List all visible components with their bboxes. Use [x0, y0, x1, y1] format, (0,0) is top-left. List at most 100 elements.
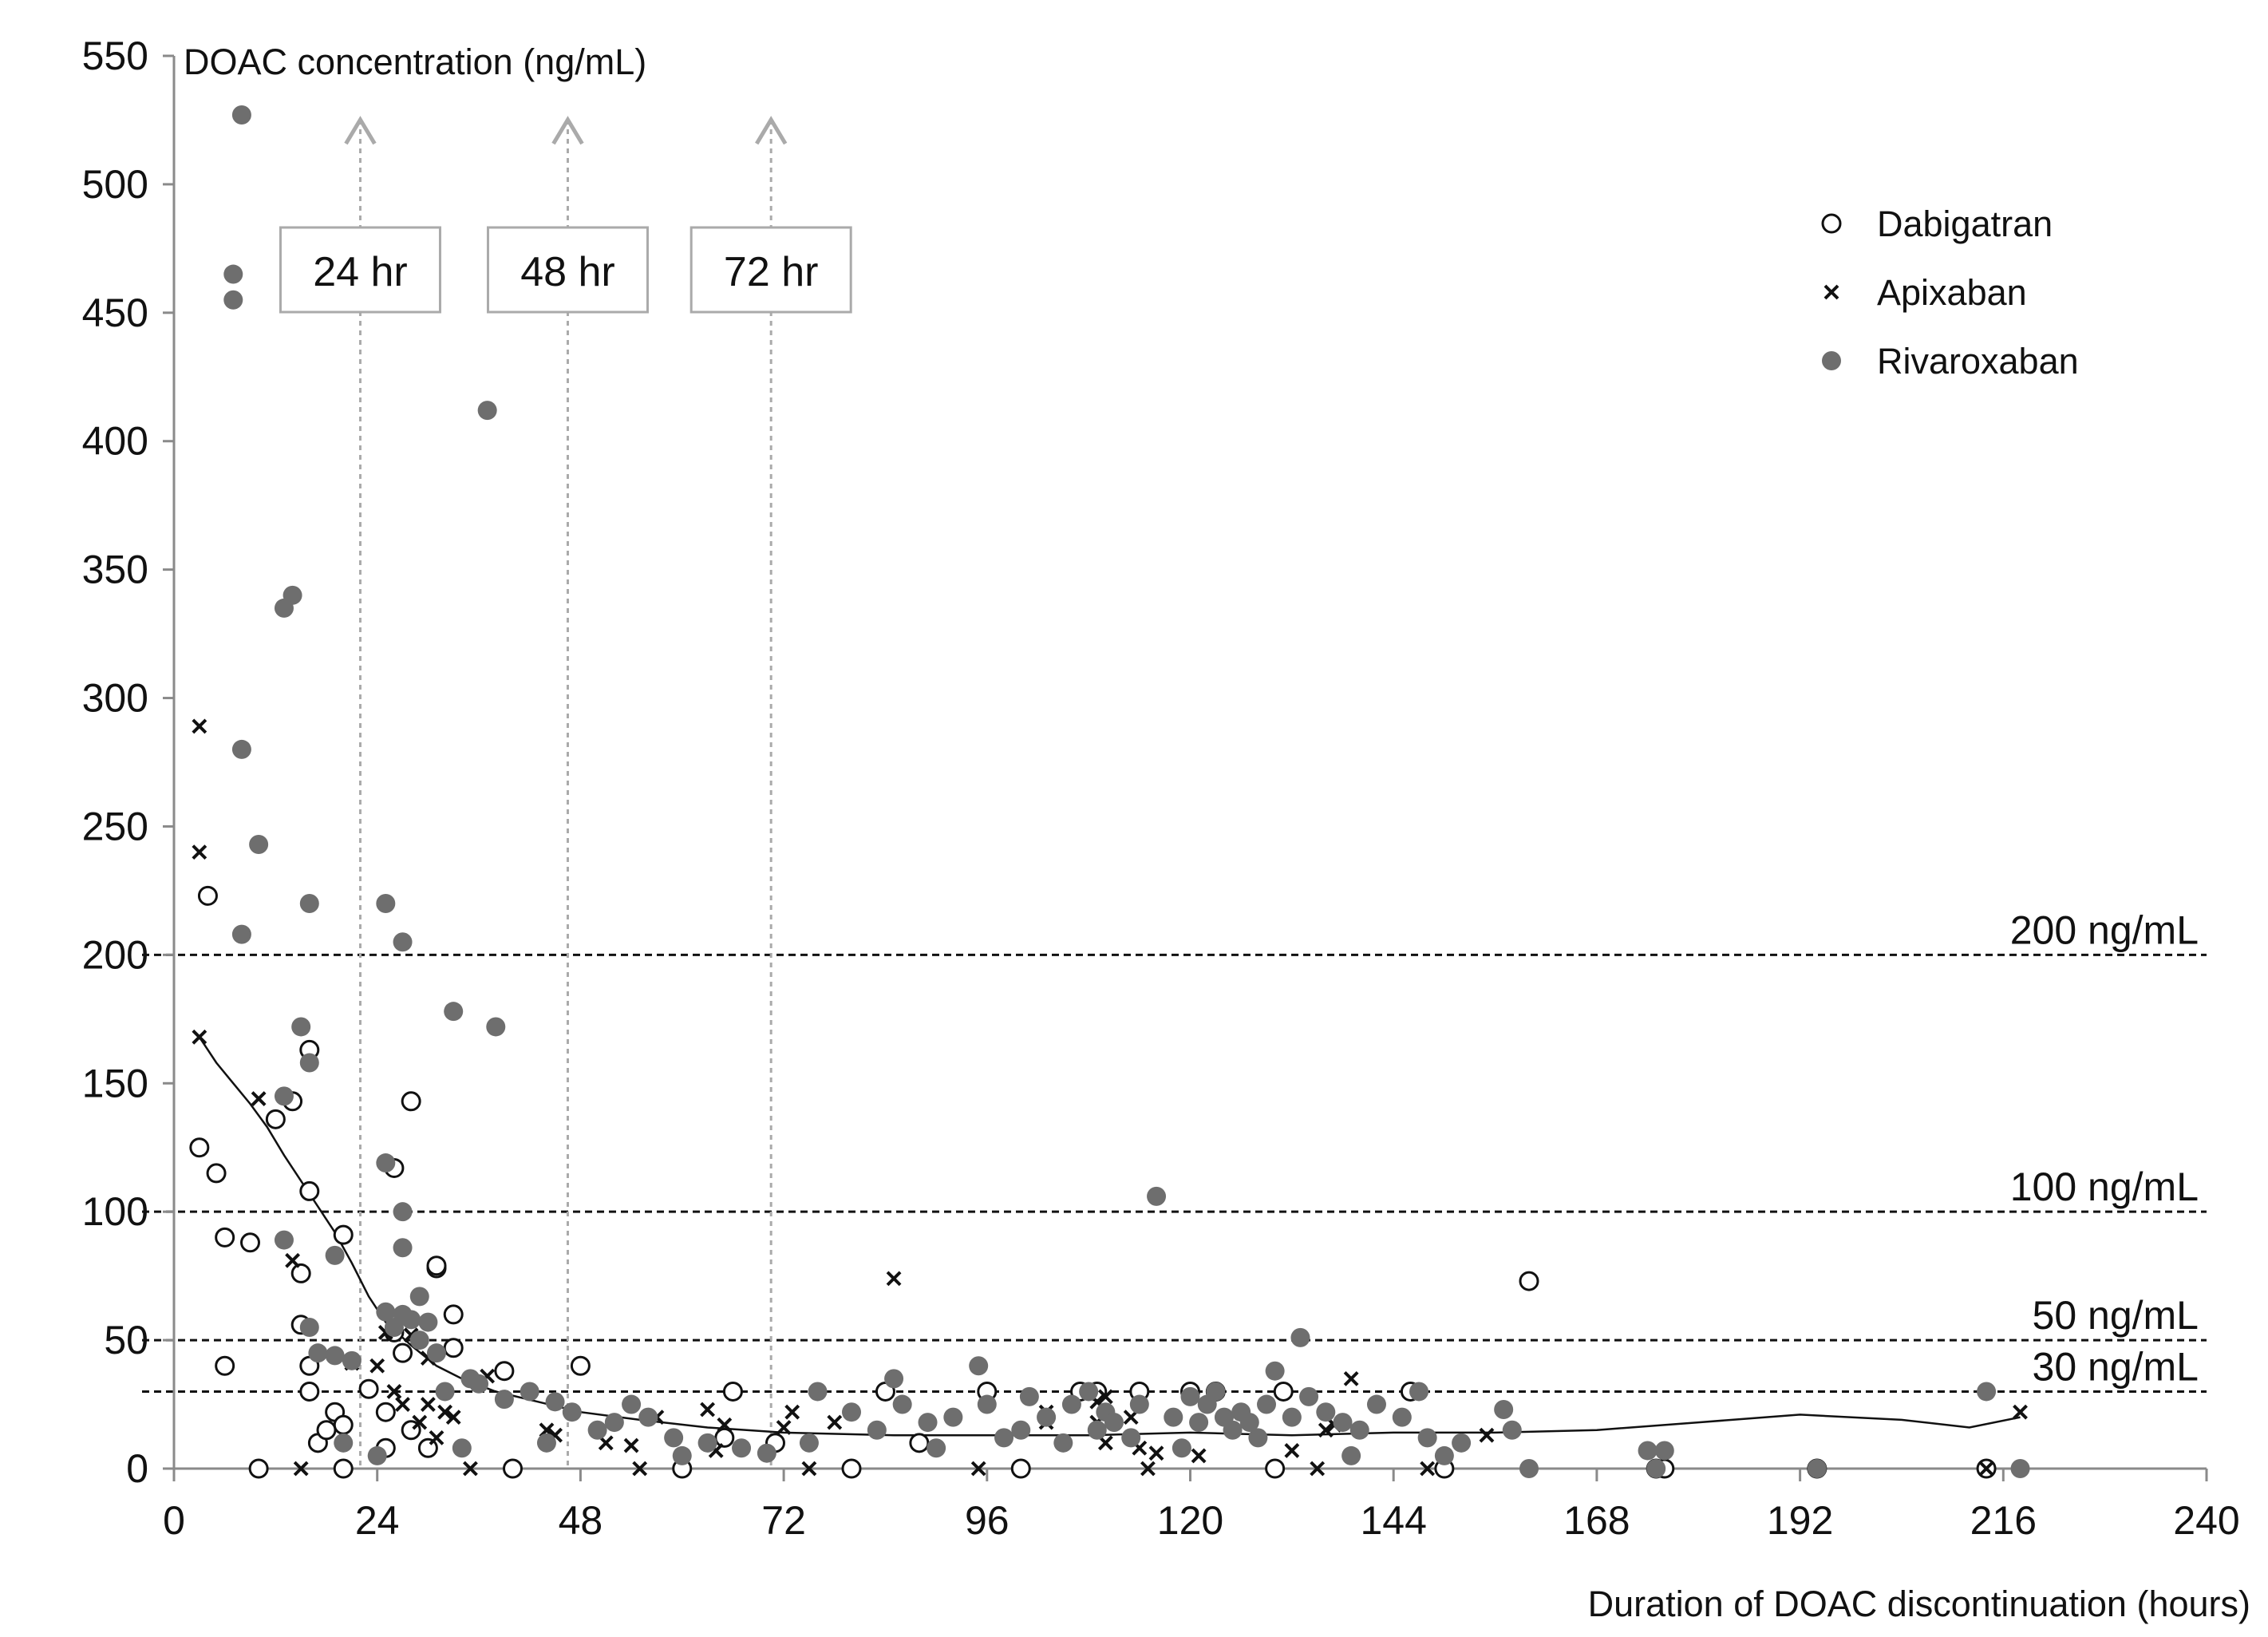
apixaban-point — [1191, 1448, 1207, 1464]
apixaban-legend-marker — [1823, 284, 1839, 300]
dabigatran-point — [197, 885, 218, 906]
rivaroxaban-point — [1392, 1407, 1412, 1427]
rivaroxaban-point — [2010, 1459, 2030, 1478]
apixaban-point — [192, 844, 207, 860]
apixaban-point — [1097, 1389, 1113, 1405]
rivaroxaban-point — [536, 1433, 556, 1453]
rivaroxaban-point — [469, 1374, 489, 1394]
dabigatran-point — [189, 1137, 210, 1158]
time-marker-box — [689, 226, 852, 314]
rivaroxaban-point — [799, 1433, 819, 1453]
dabigatran-point — [375, 1402, 396, 1422]
apixaban-point — [1284, 1443, 1300, 1458]
arrowhead-icon — [344, 116, 377, 145]
dabigatran-point — [401, 1091, 421, 1112]
rivaroxaban-point — [1053, 1433, 1073, 1453]
dabigatran-point — [248, 1458, 269, 1479]
data-points — [189, 105, 2030, 1479]
y-tick-label: 50 — [104, 1318, 148, 1362]
rivaroxaban-point — [1977, 1382, 1997, 1402]
rivaroxaban-point — [231, 739, 251, 759]
y-tick-label: 100 — [82, 1189, 148, 1234]
rivaroxaban-point — [638, 1407, 658, 1427]
apixaban-point — [717, 1417, 733, 1433]
reference-line-label: 30 ng/mL — [2033, 1344, 2199, 1389]
rivaroxaban-point — [249, 834, 269, 854]
rivaroxaban-point — [732, 1438, 752, 1458]
rivaroxaban-point — [927, 1438, 946, 1458]
rivaroxaban-point — [1417, 1428, 1437, 1448]
rivaroxaban-point — [1121, 1428, 1141, 1448]
rivaroxaban-point — [545, 1392, 565, 1412]
rivaroxaban-point — [1290, 1327, 1310, 1347]
legend-label: Apixaban — [1877, 272, 2027, 313]
rivaroxaban-point — [1257, 1394, 1277, 1414]
rivaroxaban-point — [1172, 1438, 1191, 1458]
apixaban-point — [776, 1420, 792, 1435]
y-tick-label: 400 — [82, 419, 148, 464]
time-marker-box — [486, 226, 649, 314]
rivaroxaban-point — [494, 1390, 514, 1410]
rivaroxaban-point — [223, 290, 243, 310]
rivaroxaban-point — [1147, 1186, 1167, 1206]
rivaroxaban-point — [291, 1017, 311, 1037]
dabigatran-point — [1010, 1458, 1031, 1479]
dabigatran-point — [265, 1109, 286, 1129]
rivaroxaban-point — [1299, 1386, 1319, 1406]
y-axis-title: DOAC concentration (ng/mL) — [184, 42, 646, 82]
dabigatran-point — [358, 1378, 379, 1399]
rivaroxaban-point — [520, 1382, 539, 1402]
rivaroxaban-point — [486, 1017, 506, 1037]
rivaroxaban-point — [342, 1350, 362, 1370]
y-tick-label: 250 — [82, 804, 148, 848]
rivaroxaban-point — [994, 1428, 1014, 1448]
rivaroxaban-point — [376, 894, 396, 913]
apixaban-point — [1140, 1461, 1156, 1477]
rivaroxaban-point — [1239, 1413, 1259, 1433]
dabigatran-point — [316, 1420, 337, 1441]
x-tick-label: 72 — [761, 1498, 806, 1543]
dabigatran-point — [215, 1227, 235, 1248]
rivaroxaban-point — [299, 1318, 319, 1337]
rivaroxaban-point — [1087, 1420, 1107, 1440]
axes — [172, 56, 2207, 1470]
dabigatran-point — [240, 1232, 261, 1253]
apixaban-point — [539, 1422, 555, 1438]
rivaroxaban-point — [325, 1346, 345, 1366]
rivaroxaban-point — [325, 1245, 345, 1265]
rivaroxaban-point — [452, 1438, 472, 1458]
rivaroxaban-legend-marker — [1822, 351, 1841, 370]
apixaban-point — [623, 1437, 639, 1453]
rivaroxaban-point — [401, 1310, 421, 1330]
x-axis-ticks: 0 24 48 72 96 120 144 168 192 216 240 — [163, 1469, 2240, 1543]
rivaroxaban-point — [1452, 1433, 1472, 1453]
apixaban-point — [1343, 1370, 1359, 1386]
y-tick-label: 550 — [82, 34, 148, 78]
rivaroxaban-point — [977, 1394, 997, 1414]
apixaban-point — [1310, 1461, 1326, 1477]
rivaroxaban-point — [1409, 1382, 1429, 1402]
rivaroxaban-point — [697, 1433, 717, 1453]
x-tick-label: 192 — [1767, 1498, 1833, 1543]
dabigatran-point — [299, 1381, 320, 1402]
x-tick-label: 0 — [163, 1498, 185, 1543]
dabigatran-point — [503, 1458, 523, 1479]
dabigatran-point — [1519, 1271, 1539, 1291]
rivaroxaban-point — [1248, 1428, 1268, 1448]
rivaroxaban-point — [393, 1238, 413, 1258]
rivaroxaban-point — [231, 105, 251, 125]
rivaroxaban-point — [1189, 1413, 1209, 1433]
time-marker-label: 48 hr — [520, 249, 615, 295]
dabigatran-point — [393, 1342, 413, 1363]
rivaroxaban-point — [1180, 1386, 1200, 1406]
time-marker-label: 72 hr — [724, 249, 819, 295]
dabigatran-point — [333, 1224, 354, 1245]
arrowhead-icon — [551, 116, 584, 145]
rivaroxaban-point — [1316, 1402, 1336, 1422]
rivaroxaban-point — [274, 1086, 294, 1106]
rivaroxaban-point — [842, 1402, 861, 1422]
rivaroxaban-point — [1223, 1420, 1243, 1440]
dabigatran-point — [1273, 1381, 1294, 1402]
rivaroxaban-point — [393, 932, 413, 952]
rivaroxaban-point — [1638, 1441, 1658, 1461]
